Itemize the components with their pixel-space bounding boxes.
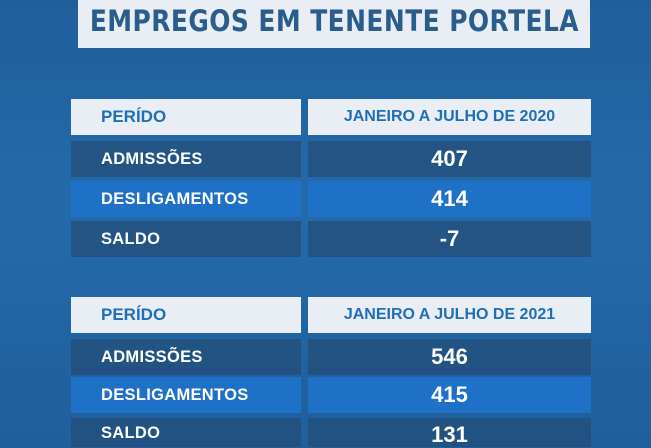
row-value: -7 bbox=[439, 226, 460, 251]
header-label-cell: PERÍDO bbox=[71, 99, 301, 135]
row-label-cell: SALDO bbox=[71, 418, 301, 447]
table-row-saldo: SALDO -7 bbox=[71, 221, 591, 257]
table-row-desligamentos: DESLIGAMENTOS 414 bbox=[71, 181, 591, 217]
table-row-desligamentos: DESLIGAMENTOS 415 bbox=[71, 377, 591, 413]
header-period-cell: JANEIRO A JULHO DE 2020 bbox=[308, 99, 591, 135]
row-value-cell: 414 bbox=[308, 181, 591, 217]
row-label-cell: DESLIGAMENTOS bbox=[71, 377, 301, 413]
row-value: 414 bbox=[431, 186, 468, 211]
header-label-cell: PERÍDO bbox=[71, 297, 301, 333]
table-row-admissoes: ADMISSÕES 546 bbox=[71, 339, 591, 375]
table-header-row: PERÍDO JANEIRO A JULHO DE 2021 bbox=[71, 297, 591, 333]
row-value: 407 bbox=[431, 146, 468, 171]
row-value-cell: 131 bbox=[308, 418, 591, 447]
row-label: ADMISSÕES bbox=[101, 347, 203, 366]
row-label: ADMISSÕES bbox=[101, 149, 203, 168]
row-value-cell: 407 bbox=[308, 141, 591, 177]
row-label-cell: ADMISSÕES bbox=[71, 141, 301, 177]
row-label-cell: SALDO bbox=[71, 221, 301, 257]
table-row-admissoes: ADMISSÕES 407 bbox=[71, 141, 591, 177]
header-period-cell: JANEIRO A JULHO DE 2021 bbox=[308, 297, 591, 333]
row-value: 415 bbox=[431, 382, 468, 407]
page-title: EMPREGOS EM TENENTE PORTELA bbox=[89, 4, 579, 38]
header-period-label: PERÍDO bbox=[101, 107, 167, 126]
header-period-label: PERÍDO bbox=[101, 305, 167, 324]
title-banner: EMPREGOS EM TENENTE PORTELA bbox=[78, 0, 590, 48]
row-label-cell: ADMISSÕES bbox=[71, 339, 301, 375]
row-value-cell: 415 bbox=[308, 377, 591, 413]
header-period-value: JANEIRO A JULHO DE 2021 bbox=[343, 306, 556, 323]
row-value-cell: -7 bbox=[308, 221, 591, 257]
table-header-row: PERÍDO JANEIRO A JULHO DE 2020 bbox=[71, 99, 591, 135]
row-value: 546 bbox=[431, 344, 468, 369]
row-label: SALDO bbox=[101, 229, 161, 248]
row-label: DESLIGAMENTOS bbox=[101, 189, 249, 208]
row-label-cell: DESLIGAMENTOS bbox=[71, 181, 301, 217]
table-row-saldo: SALDO 131 bbox=[71, 418, 591, 447]
row-label: SALDO bbox=[101, 424, 161, 442]
header-period-value: JANEIRO A JULHO DE 2020 bbox=[343, 108, 556, 125]
row-value: 131 bbox=[431, 422, 468, 447]
row-value-cell: 546 bbox=[308, 339, 591, 375]
row-label: DESLIGAMENTOS bbox=[101, 385, 249, 404]
